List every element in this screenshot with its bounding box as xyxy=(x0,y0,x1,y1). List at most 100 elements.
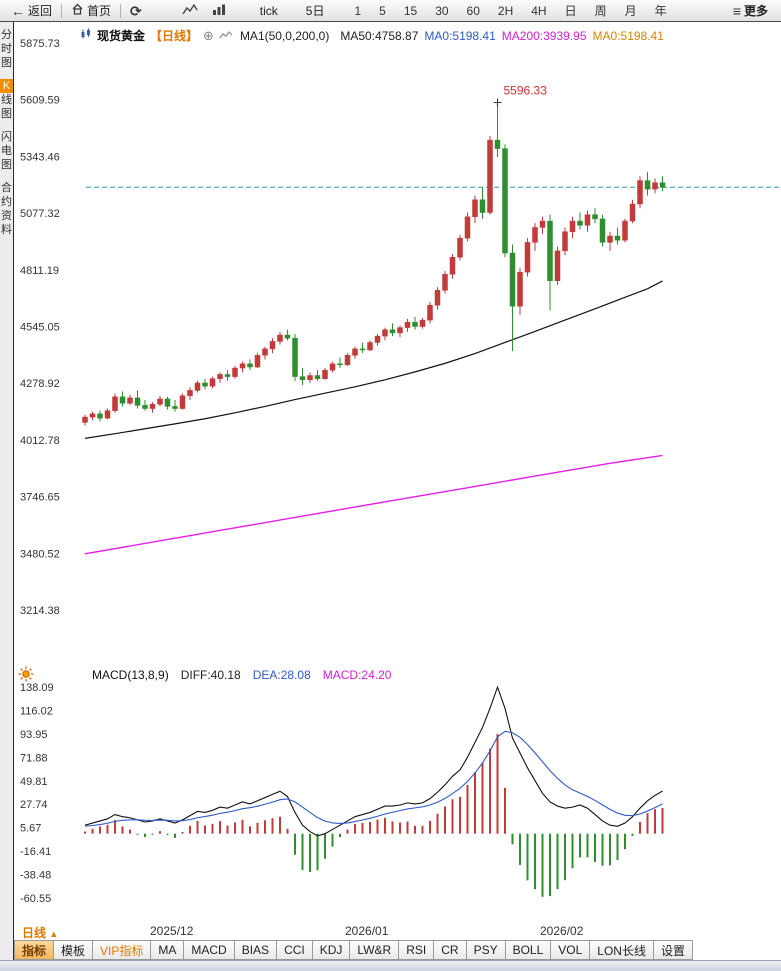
tab-psy[interactable]: PSY xyxy=(466,940,506,960)
macd-title[interactable]: MACD(13,8,9) xyxy=(92,668,169,682)
tab-rsi[interactable]: RSI xyxy=(399,940,435,960)
svg-text:-60.55: -60.55 xyxy=(20,893,51,905)
toolbar-period-60min[interactable]: 60 xyxy=(466,3,480,18)
indicator-tabbar: 指标 模板 VIP指标 MA MACD BIAS CCI KDJ LW&R RSI CR PSY BOL… xyxy=(14,940,781,960)
sidebar-item-char: 分 xyxy=(1,29,12,41)
svg-text:-38.48: -38.48 xyxy=(20,870,51,882)
peak-annotation: 5596.33 xyxy=(493,84,548,107)
chart-region: 现货黄金 【日线】 ⊕ MA1(50,0,200,0) MA50:4758.87… xyxy=(14,22,781,971)
back-arrow-icon: ← xyxy=(11,2,25,19)
sidebar-item-char: 图 xyxy=(1,108,12,120)
tab-kdj[interactable]: KDJ xyxy=(312,940,351,960)
sidebar-item-char: 时 xyxy=(1,43,12,55)
macd-axis-labels: 138.09 116.02 93.95 71.88 49.81 27.74 5.67 -16.… xyxy=(20,682,54,905)
window-bottom-edge xyxy=(0,960,781,971)
bar-chart-icon xyxy=(212,3,226,19)
ma50-line xyxy=(84,280,663,439)
price-axis-labels: 5875.73 5609.59 5343.46 5077.32 4811.19 4545.… xyxy=(20,38,60,617)
tab-indicators[interactable]: 指标 xyxy=(14,940,55,960)
macd-value-0: DIFF:40.18 xyxy=(180,668,241,682)
tick-label: tick xyxy=(259,3,278,18)
tab-vol[interactable]: VOL xyxy=(551,940,591,960)
period-selector-dropdown[interactable]: 日线 ▲ xyxy=(22,924,58,941)
sidebar-item-char: 约 xyxy=(1,196,12,208)
svg-text:3480.52: 3480.52 xyxy=(20,548,60,560)
add-indicator-button[interactable]: ⊕ xyxy=(203,27,214,43)
svg-text:4278.92: 4278.92 xyxy=(20,378,60,390)
five-day-label: 5日 xyxy=(305,4,325,18)
ma-settings-label[interactable]: MA1(50,0,200,0) xyxy=(239,28,330,43)
toolbar-period-week[interactable]: 周 xyxy=(594,4,607,18)
bar-chart-button[interactable] xyxy=(205,0,233,21)
toolbar-period-1min[interactable]: 1 xyxy=(354,3,362,18)
back-button[interactable]: ← 返回 xyxy=(4,0,59,21)
back-label: 返回 xyxy=(28,4,53,18)
svg-text:5343.46: 5343.46 xyxy=(20,151,60,163)
refresh-button[interactable]: ⟳ xyxy=(123,0,149,21)
sidebar-item-contract-info[interactable]: 合约资料 xyxy=(0,181,13,237)
tab-macd[interactable]: MACD xyxy=(184,940,235,960)
five-day-period-button[interactable]: 5日 xyxy=(299,0,332,21)
tab-ma[interactable]: MA xyxy=(151,940,185,960)
menu-icon: ≡ xyxy=(732,2,741,19)
macd-header: MACD(13,8,9) DIFF:40.18 DEA:28.08 MACD:24.… xyxy=(92,668,391,682)
line-chart-icon xyxy=(182,3,198,19)
svg-text:93.95: 93.95 xyxy=(20,729,48,741)
svg-text:138.09: 138.09 xyxy=(20,682,54,694)
line-chart-button[interactable] xyxy=(175,0,205,21)
toolbar-period-5min[interactable]: 5 xyxy=(379,3,386,18)
toolbar-period-day[interactable]: 日 xyxy=(564,4,577,18)
toolbar-period-30min[interactable]: 30 xyxy=(435,3,449,18)
ma-value-0: MA50:4758.87 xyxy=(340,28,419,43)
time-axis-row: 日线 ▲ 2025/12 2026/01 2026/02 xyxy=(14,922,781,940)
diff-line xyxy=(84,685,663,837)
sidebar-item-time-chart[interactable]: 分时图 xyxy=(0,28,13,70)
macd-value-1: DEA:28.08 xyxy=(252,668,311,682)
tab-lwr[interactable]: LW&R xyxy=(350,940,400,960)
svg-text:-16.41: -16.41 xyxy=(20,846,51,858)
macd-chart[interactable]: 138.09 116.02 93.95 71.88 49.81 27.74 5.67 -16.… xyxy=(14,660,781,922)
svg-text:3214.38: 3214.38 xyxy=(20,605,60,617)
sidebar-item-lightning-chart[interactable]: 闪电图 xyxy=(0,130,13,172)
price-chart-header: 现货黄金 【日线】 ⊕ MA1(50,0,200,0) MA50:4758.87… xyxy=(80,27,664,44)
svg-text:27.74: 27.74 xyxy=(20,799,48,811)
period-selector-label: 日线 xyxy=(22,926,47,940)
toolbar-period-4h[interactable]: 4H xyxy=(531,3,547,18)
tab-vip-indicators[interactable]: VIP指标 xyxy=(93,940,152,960)
sidebar-item-char: 线 xyxy=(1,94,12,106)
svg-text:4811.19: 4811.19 xyxy=(20,265,59,277)
sidebar-item-char: 图 xyxy=(1,159,12,171)
toolbar-period-15min[interactable]: 15 xyxy=(403,3,418,18)
home-icon xyxy=(71,3,84,18)
svg-text:5596.33: 5596.33 xyxy=(504,84,548,98)
dea-line xyxy=(84,730,663,827)
tab-cci[interactable]: CCI xyxy=(277,940,313,960)
toolbar-period-year[interactable]: 年 xyxy=(654,4,667,18)
toolbar-period-month[interactable]: 月 xyxy=(624,4,637,18)
macd-settings-icon[interactable] xyxy=(18,666,34,687)
svg-text:4545.05: 4545.05 xyxy=(20,322,60,334)
tab-lon-longline[interactable]: LON长线 xyxy=(590,940,654,960)
sidebar-item-char: 合 xyxy=(1,182,12,194)
price-chart[interactable]: 5875.73 5609.59 5343.46 5077.32 4811.19 4545.… xyxy=(14,22,781,660)
more-label: 更多 xyxy=(743,4,768,18)
tab-templates[interactable]: 模板 xyxy=(54,940,94,960)
tab-cr[interactable]: CR xyxy=(434,940,467,960)
tab-boll[interactable]: BOLL xyxy=(505,940,552,960)
macd-histogram xyxy=(84,734,664,897)
sidebar-item-char: 料 xyxy=(1,224,12,236)
more-button[interactable]: ≡ 更多 xyxy=(726,0,775,21)
chevron-up-icon: ▲ xyxy=(49,929,59,939)
candles xyxy=(82,102,666,426)
home-button[interactable]: 首页 xyxy=(64,0,118,21)
tab-settings[interactable]: 设置 xyxy=(653,940,693,960)
instrument-icon xyxy=(80,28,92,43)
svg-text:49.81: 49.81 xyxy=(20,776,48,788)
ma-indicator-icon xyxy=(219,29,233,43)
tick-period-button[interactable]: tick xyxy=(253,0,285,21)
tab-bias[interactable]: BIAS xyxy=(234,940,278,960)
toolbar-period-2h[interactable]: 2H xyxy=(497,3,514,18)
